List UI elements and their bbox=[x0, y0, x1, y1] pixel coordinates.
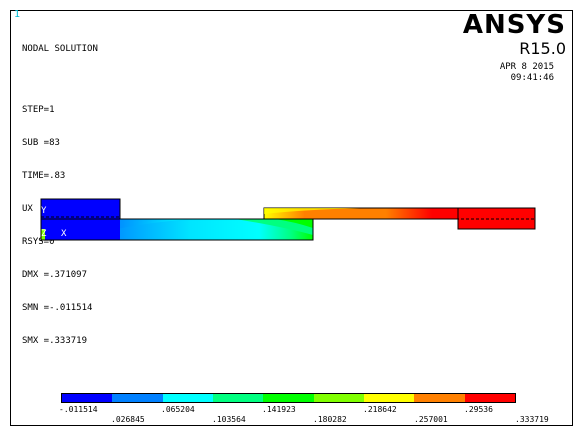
ansys-version: R15.0 bbox=[519, 39, 566, 58]
info-rsys: RSYS=0 bbox=[22, 237, 55, 247]
legend-swatch-2 bbox=[162, 394, 213, 402]
left-contour-wedge bbox=[75, 219, 260, 240]
legend-swatch-4 bbox=[263, 394, 314, 402]
info-sub: SUB =83 bbox=[22, 138, 60, 148]
triad-y-label: Y bbox=[41, 206, 47, 216]
left-transition-green bbox=[235, 219, 313, 235]
info-smn: SMN =-.011514 bbox=[22, 303, 93, 313]
right-contour-curve bbox=[264, 208, 360, 219]
ansys-logo: ANSYS bbox=[462, 10, 566, 40]
graphics-window-frame bbox=[10, 10, 573, 426]
timestamp: APR 8 2015 09:41:46 bbox=[500, 62, 554, 84]
legend-swatch-0 bbox=[62, 394, 113, 402]
contour-legend-bar bbox=[61, 393, 516, 403]
timestamp-time: 09:41:46 bbox=[510, 73, 554, 83]
left-contour-curve bbox=[41, 219, 90, 240]
info-step: STEP=1 bbox=[22, 105, 55, 115]
info-time: TIME=.83 bbox=[22, 171, 66, 181]
window-number: 1 bbox=[14, 9, 21, 20]
left-flange-outline bbox=[40, 198, 121, 220]
info-dmx: DMX =.371097 bbox=[22, 270, 88, 280]
left-transition-green-2 bbox=[275, 219, 313, 228]
ansys-brand: ANSYS R15.0 bbox=[463, 10, 566, 58]
timestamp-date: APR 8 2015 bbox=[499, 62, 554, 72]
left-green-edge bbox=[41, 229, 45, 240]
triad-x-label: X bbox=[61, 229, 67, 239]
legend-swatch-6 bbox=[363, 394, 415, 402]
legend-swatch-7 bbox=[414, 394, 465, 402]
triad-z-label: Z bbox=[41, 229, 47, 239]
legend-swatch-1 bbox=[112, 394, 163, 402]
legend-swatch-3 bbox=[212, 394, 264, 402]
legend-swatch-8 bbox=[464, 394, 515, 402]
info-smx: SMX =.333719 bbox=[22, 336, 88, 346]
legend-swatch-5 bbox=[313, 394, 364, 402]
result-title: NODAL SOLUTION bbox=[22, 44, 98, 54]
